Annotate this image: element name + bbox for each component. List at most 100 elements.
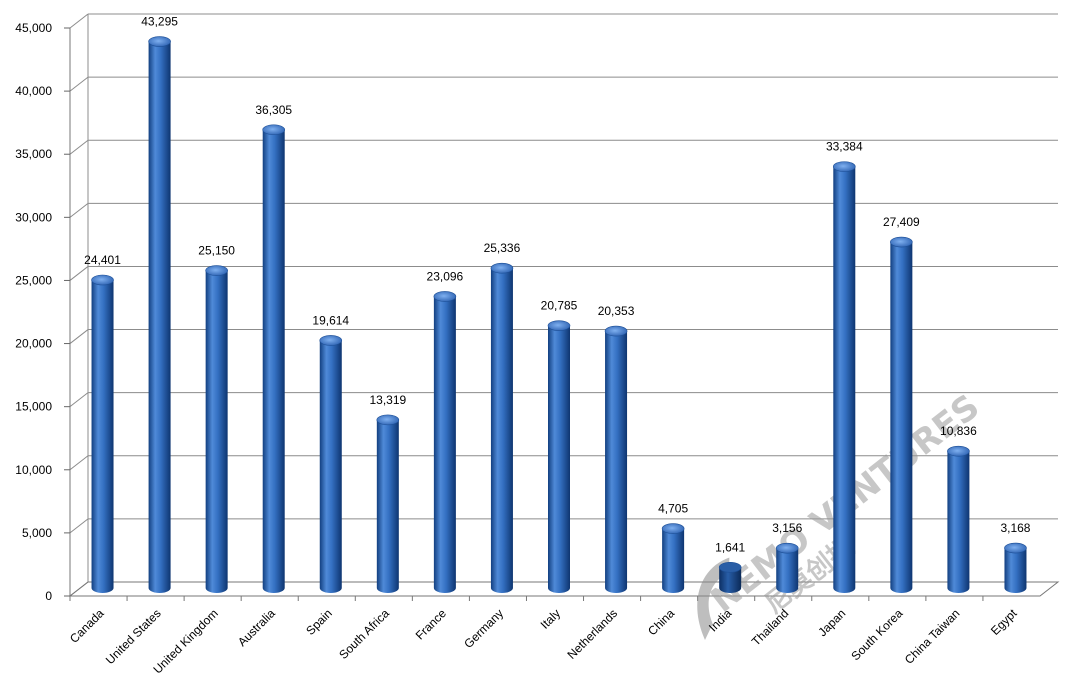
bar-body [662,528,685,593]
bar [91,274,114,593]
y-axis-ticks: 0 5,000 10,000 15,000 20,000 25,000 30,000 35,0… [15,21,70,603]
category-label: China Taiwan [902,606,963,667]
bar-cap [1004,542,1027,554]
bar-cap [890,236,913,248]
bar [661,523,685,593]
gridline-depth [69,13,89,29]
bar [947,445,970,593]
y-tick-label: 35,000 [15,147,52,161]
gridline-depth [69,266,89,281]
category-label: United States [103,606,164,667]
y-tick-label: 45,000 [15,21,52,35]
bar [376,414,400,593]
bar-body [433,296,456,593]
data-label: 20,353 [598,304,635,318]
gridline-depth [69,518,89,534]
bar-body [205,270,228,593]
bar [205,265,228,593]
data-labels: 24,401 43,295 25,150 36,305 19,614 13,319 23,0… [84,15,1031,555]
gridline-depth [69,392,89,408]
data-label: 25,150 [198,244,235,258]
data-label: 27,409 [883,215,920,229]
y-tick-label: 30,000 [15,210,52,224]
bar-body [776,548,799,593]
bar [433,291,457,593]
bar-cap [433,291,457,302]
bar [890,236,913,593]
bar-cap [205,265,228,276]
gridline-depth [69,202,89,218]
bar-body [719,567,742,593]
y-tick-label: 20,000 [15,337,52,351]
data-label: 43,295 [141,15,178,29]
bar-body [376,419,399,593]
category-label: Canada [67,606,107,646]
bar-cap [547,320,571,331]
bar [1004,542,1027,593]
bar-body [490,268,513,593]
bar [319,335,343,593]
bar [718,561,742,593]
data-label: 23,096 [427,269,464,283]
bar [148,36,171,594]
category-label: Germany [461,606,506,651]
data-label: 4,705 [658,502,688,516]
category-label: Australia [235,606,278,649]
data-label: 33,384 [826,140,863,154]
bar-body [262,129,285,593]
category-label: China [645,606,677,638]
bar-cap [490,262,514,274]
category-label: Thailand [749,606,791,648]
category-label: Japan [815,606,848,639]
category-label: Italy [538,606,563,631]
gridline-depth [69,329,89,344]
bar [775,542,799,593]
y-tick-label: 0 [45,589,52,603]
bar-body [833,166,856,593]
bar-cap [832,161,856,172]
bar-body [890,242,913,593]
bar [604,325,628,593]
bar-body [947,451,970,593]
data-label: 36,305 [255,103,292,117]
bar-body [319,340,342,593]
data-label: 3,156 [772,521,802,535]
data-label: 1,641 [715,540,745,554]
bar-cap [376,414,400,426]
bar-cap [148,36,171,47]
data-label: 13,319 [369,393,406,407]
category-label: Spain [303,606,335,638]
bar [490,262,514,593]
bar-cap [91,274,114,286]
y-tick-label: 40,000 [15,84,52,98]
bar [547,320,571,593]
bar-body [148,41,171,594]
axes [68,14,1060,601]
bar [262,124,286,593]
bar-cap [718,561,742,573]
bar-cap [775,542,799,554]
data-label: 10,836 [940,424,977,438]
y-tick-label: 25,000 [15,273,52,287]
bar-cap [661,523,685,534]
data-label: 24,401 [84,253,121,267]
bar-body [548,325,570,593]
data-label: 20,785 [541,299,578,313]
bar-cap [319,335,343,346]
gridline-depth [69,455,89,471]
y-tick-label: 5,000 [22,526,52,540]
bar-cap [947,445,970,457]
category-label: France [413,606,450,643]
bar-cap [604,325,628,337]
data-label: 3,168 [1000,521,1030,535]
category-label: South Korea [848,606,905,663]
category-label: South Africa [336,606,392,662]
gridline-depth [69,139,89,155]
bar-body [605,331,628,593]
category-label: Egypt [988,606,1020,638]
y-tick-label: 10,000 [15,463,52,477]
bar [832,161,856,593]
category-label: Netherlands [565,606,621,662]
